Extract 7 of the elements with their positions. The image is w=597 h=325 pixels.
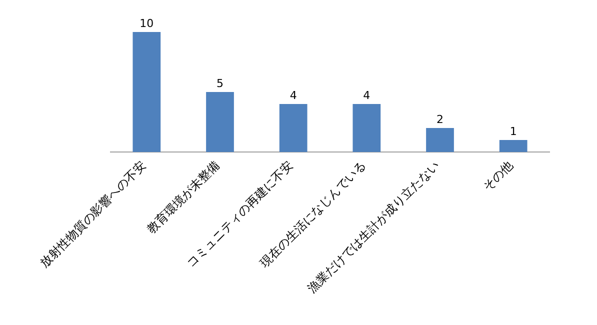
data-label: 1 (510, 125, 517, 138)
data-label: 10 (140, 17, 154, 30)
data-label: 4 (363, 89, 370, 102)
data-label: 5 (216, 77, 224, 90)
data-label: 4 (290, 89, 297, 102)
x-tick-label: その他 (480, 158, 516, 194)
data-label: 2 (436, 113, 444, 126)
